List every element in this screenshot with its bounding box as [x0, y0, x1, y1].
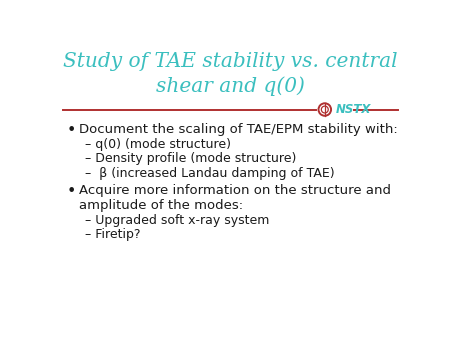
Text: •: •: [67, 184, 76, 199]
Text: – Density profile (mode structure): – Density profile (mode structure): [85, 152, 296, 166]
Ellipse shape: [321, 106, 328, 113]
Text: – Upgraded soft x-ray system: – Upgraded soft x-ray system: [85, 214, 269, 227]
Text: Study of TAE stability vs. central
shear and q(0): Study of TAE stability vs. central shear…: [63, 52, 398, 96]
Text: –  β (increased Landau damping of TAE): – β (increased Landau damping of TAE): [85, 167, 334, 180]
Text: •: •: [67, 123, 76, 138]
Text: – q(0) (mode structure): – q(0) (mode structure): [85, 138, 231, 151]
Text: amplitude of the modes:: amplitude of the modes:: [79, 198, 243, 212]
Text: NSTX: NSTX: [335, 103, 371, 116]
Text: Document the scaling of TAE/EPM stability with:: Document the scaling of TAE/EPM stabilit…: [79, 123, 398, 136]
Text: Acquire more information on the structure and: Acquire more information on the structur…: [79, 184, 391, 197]
Ellipse shape: [319, 103, 331, 116]
Text: – Firetip?: – Firetip?: [85, 228, 140, 241]
